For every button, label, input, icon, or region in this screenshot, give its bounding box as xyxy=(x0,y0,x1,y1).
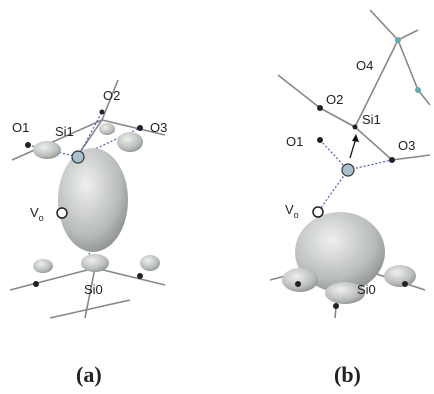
atom-label: Vo xyxy=(285,202,299,220)
atom-label: O2 xyxy=(326,92,343,107)
atom-label: O4 xyxy=(356,58,373,73)
vacancy-site xyxy=(57,208,67,218)
atom-label: O3 xyxy=(150,120,167,135)
lobe xyxy=(384,265,416,287)
figure: O2 O1 Si1 O3 Vo Si0 (a) xyxy=(0,0,434,394)
si-atom xyxy=(342,164,354,176)
atom-label: O2 xyxy=(103,88,120,103)
atom-label: Si0 xyxy=(84,282,103,297)
lobe xyxy=(99,123,115,135)
isosurface xyxy=(58,148,128,252)
vacancy-site xyxy=(313,207,323,217)
atom-label: Si1 xyxy=(55,124,74,139)
lobe xyxy=(33,141,61,159)
atom-label: Vo xyxy=(30,205,44,223)
lobe xyxy=(81,254,109,272)
lobe xyxy=(282,268,318,292)
si-atom xyxy=(72,151,84,163)
caption: (b) xyxy=(334,362,361,387)
panel-b: O4 O2 Si1 O1 O3 Vo Si0 (b) xyxy=(270,10,430,387)
lobe xyxy=(117,132,143,152)
atom-label: Si0 xyxy=(357,282,376,297)
atom-label: O1 xyxy=(286,134,303,149)
panel-a: O2 O1 Si1 O3 Vo Si0 (a) xyxy=(10,80,167,387)
atom-label: Si1 xyxy=(362,112,381,127)
atom-label: O1 xyxy=(12,120,29,135)
lobe xyxy=(140,255,160,271)
lobe xyxy=(33,259,53,273)
atom-label: O3 xyxy=(398,138,415,153)
caption: (a) xyxy=(76,362,102,387)
